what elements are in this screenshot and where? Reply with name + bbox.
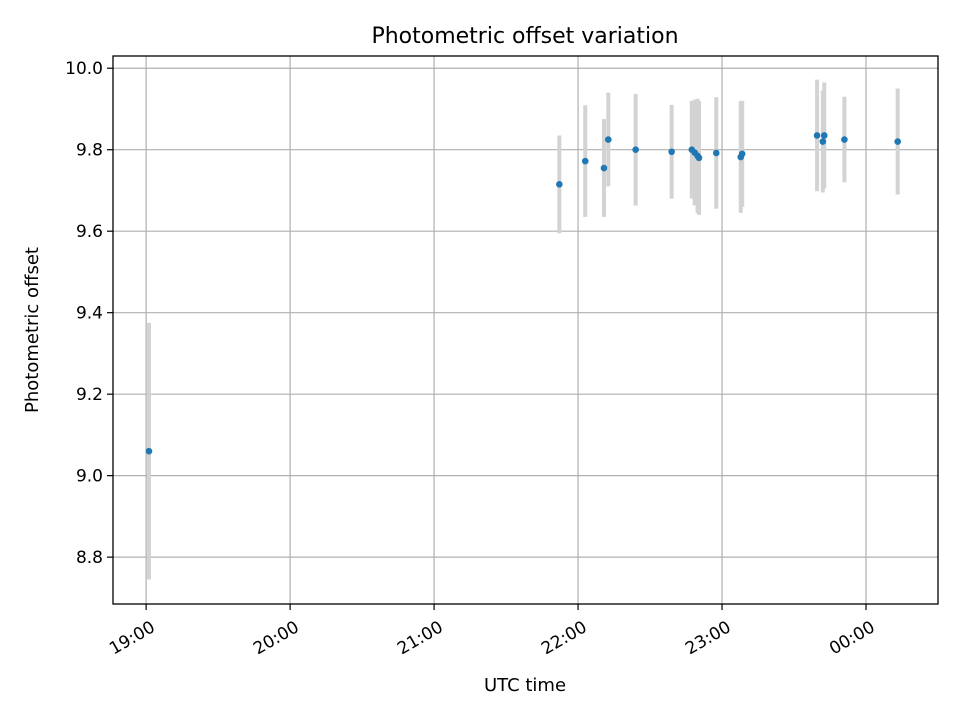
data-point [556,181,563,188]
data-point [600,164,608,172]
data-points [145,132,901,455]
data-point [668,148,675,156]
grid [113,56,938,604]
data-point [632,146,639,154]
data-point [894,138,901,145]
plot-frame [112,55,939,605]
y-tick-label: 8.8 [76,548,103,568]
x-axis-label: UTC time [484,675,566,696]
x-tick-label: 00:00 [826,617,878,659]
y-tick-label: 9.2 [76,385,103,405]
data-point [820,132,828,139]
x-tick-label: 23:00 [682,617,734,659]
chart-title: Photometric offset variation [371,24,678,49]
data-point [604,136,612,143]
error-bars [146,79,900,580]
x-tick-label: 19:00 [106,617,158,659]
data-point [695,154,703,162]
y-axis-label: Photometric offset [22,247,43,413]
data-point [738,150,746,158]
data-point [819,138,827,145]
data-point [581,157,589,165]
y-tick-label: 10.0 [65,59,103,79]
x-tick-label: 22:00 [538,617,590,659]
data-point [841,136,848,143]
x-tick-label: 20:00 [250,617,302,659]
y-tick-label: 9.4 [76,304,103,324]
y-tick-label: 9.0 [76,467,103,487]
x-tick-label: 21:00 [394,617,446,659]
y-tick-label: 9.8 [76,141,103,161]
data-point [712,149,720,157]
data-point [813,132,821,139]
y-tick-label: 9.6 [76,222,103,242]
data-point [145,447,153,455]
